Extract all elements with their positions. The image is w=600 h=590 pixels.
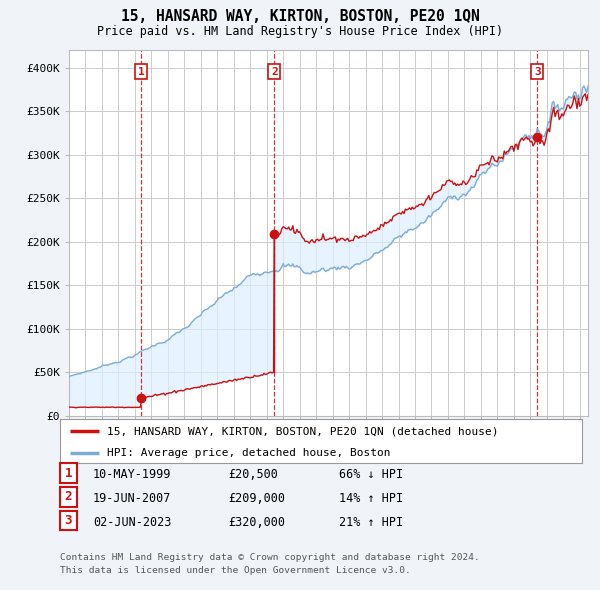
Text: 19-JUN-2007: 19-JUN-2007 bbox=[93, 492, 172, 505]
Text: 21% ↑ HPI: 21% ↑ HPI bbox=[339, 516, 403, 529]
Text: 2: 2 bbox=[65, 490, 72, 503]
Text: 3: 3 bbox=[534, 67, 541, 77]
Text: 10-MAY-1999: 10-MAY-1999 bbox=[93, 468, 172, 481]
Text: 1: 1 bbox=[65, 467, 72, 480]
Text: 2: 2 bbox=[271, 67, 278, 77]
Text: 1: 1 bbox=[137, 67, 145, 77]
Text: HPI: Average price, detached house, Boston: HPI: Average price, detached house, Bost… bbox=[107, 448, 391, 458]
Text: £20,500: £20,500 bbox=[228, 468, 278, 481]
Text: Price paid vs. HM Land Registry's House Price Index (HPI): Price paid vs. HM Land Registry's House … bbox=[97, 25, 503, 38]
Text: 15, HANSARD WAY, KIRTON, BOSTON, PE20 1QN (detached house): 15, HANSARD WAY, KIRTON, BOSTON, PE20 1Q… bbox=[107, 427, 499, 436]
Text: Contains HM Land Registry data © Crown copyright and database right 2024.: Contains HM Land Registry data © Crown c… bbox=[60, 553, 480, 562]
Text: 3: 3 bbox=[65, 514, 72, 527]
Text: This data is licensed under the Open Government Licence v3.0.: This data is licensed under the Open Gov… bbox=[60, 566, 411, 575]
Text: 02-JUN-2023: 02-JUN-2023 bbox=[93, 516, 172, 529]
Text: 14% ↑ HPI: 14% ↑ HPI bbox=[339, 492, 403, 505]
Text: £209,000: £209,000 bbox=[228, 492, 285, 505]
Text: 66% ↓ HPI: 66% ↓ HPI bbox=[339, 468, 403, 481]
Text: 15, HANSARD WAY, KIRTON, BOSTON, PE20 1QN: 15, HANSARD WAY, KIRTON, BOSTON, PE20 1Q… bbox=[121, 9, 479, 24]
Text: £320,000: £320,000 bbox=[228, 516, 285, 529]
